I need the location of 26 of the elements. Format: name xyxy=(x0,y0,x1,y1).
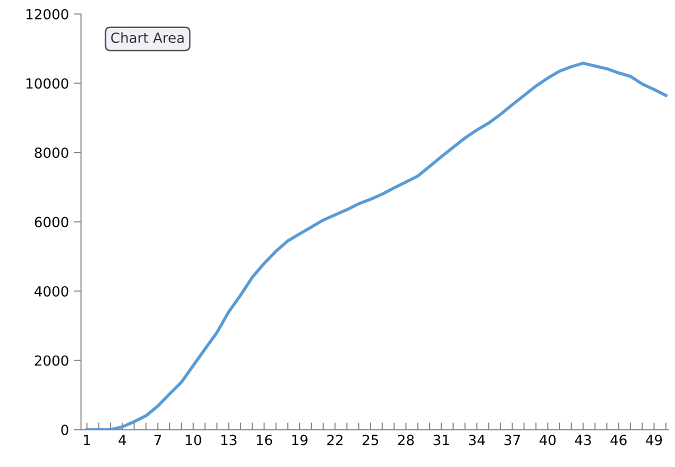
y-tick-label: 4000 xyxy=(34,286,68,297)
x-tick-label: 7 xyxy=(154,434,162,446)
annotation: Chart Area xyxy=(111,32,184,43)
x-tick-label: 28 xyxy=(398,434,414,446)
y-tick-label: 6000 xyxy=(34,216,68,228)
x-tick-label: 31 xyxy=(434,434,449,446)
line-series xyxy=(85,62,668,430)
x-tick-label: 16 xyxy=(256,434,272,446)
x-tick-label: 10 xyxy=(186,434,202,446)
y-tick-label: 10000 xyxy=(26,78,68,89)
x-tick-label: 43 xyxy=(575,434,591,446)
x-tick-label: 46 xyxy=(610,434,627,446)
y-tick-label: 0 xyxy=(61,424,68,436)
x-tick-label: 40 xyxy=(540,434,556,446)
x-tick-label: 25 xyxy=(362,434,378,446)
x-tick-label: 49 xyxy=(646,434,662,446)
x-tick-label: 34 xyxy=(469,434,485,446)
x-tick-label: 13 xyxy=(221,434,236,446)
x-tick-label: 19 xyxy=(292,434,308,446)
x-tick-label: 1 xyxy=(84,434,90,446)
y-tick-label: 2000 xyxy=(34,355,68,366)
y-tick-label: 8000 xyxy=(34,148,68,158)
x-tick-label: 22 xyxy=(327,434,342,446)
x-tick-label: 4 xyxy=(118,434,126,446)
y-tick-label: 12000 xyxy=(26,8,68,20)
x-tick-label: 37 xyxy=(504,434,520,446)
